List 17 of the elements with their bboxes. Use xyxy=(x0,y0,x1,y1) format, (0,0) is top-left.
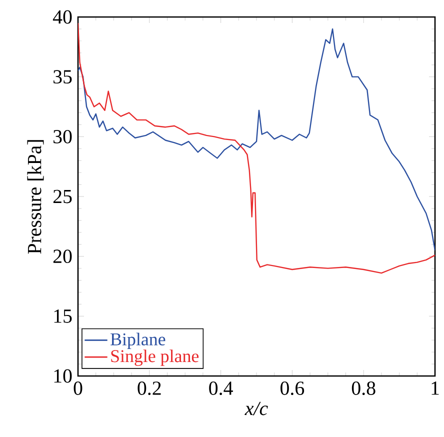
y-tick-label: 30 xyxy=(54,130,72,144)
legend-label: Single plane xyxy=(111,350,199,366)
x-tick-label: 0 xyxy=(74,382,82,395)
x-tick-label: 1 xyxy=(432,382,439,395)
legend-label: Biplane xyxy=(110,332,166,350)
y-tick-label: 10 xyxy=(54,369,72,383)
y-tick-label: 15 xyxy=(54,309,72,323)
x-axis-title: x/c xyxy=(244,402,268,416)
x-tick-label: 0.2 xyxy=(138,382,161,396)
x-tick-label: 0.8 xyxy=(352,382,376,396)
y-tick-label: 40 xyxy=(52,10,72,24)
y-axis-title: Pressure [kPa] xyxy=(27,140,44,254)
y-tick-label: 35 xyxy=(54,70,72,84)
x-tick-label: 0.4 xyxy=(209,382,233,396)
y-tick-label: 25 xyxy=(53,190,72,204)
y-tick-label: 20 xyxy=(53,250,72,264)
x-tick-label: 0.6 xyxy=(280,382,304,396)
